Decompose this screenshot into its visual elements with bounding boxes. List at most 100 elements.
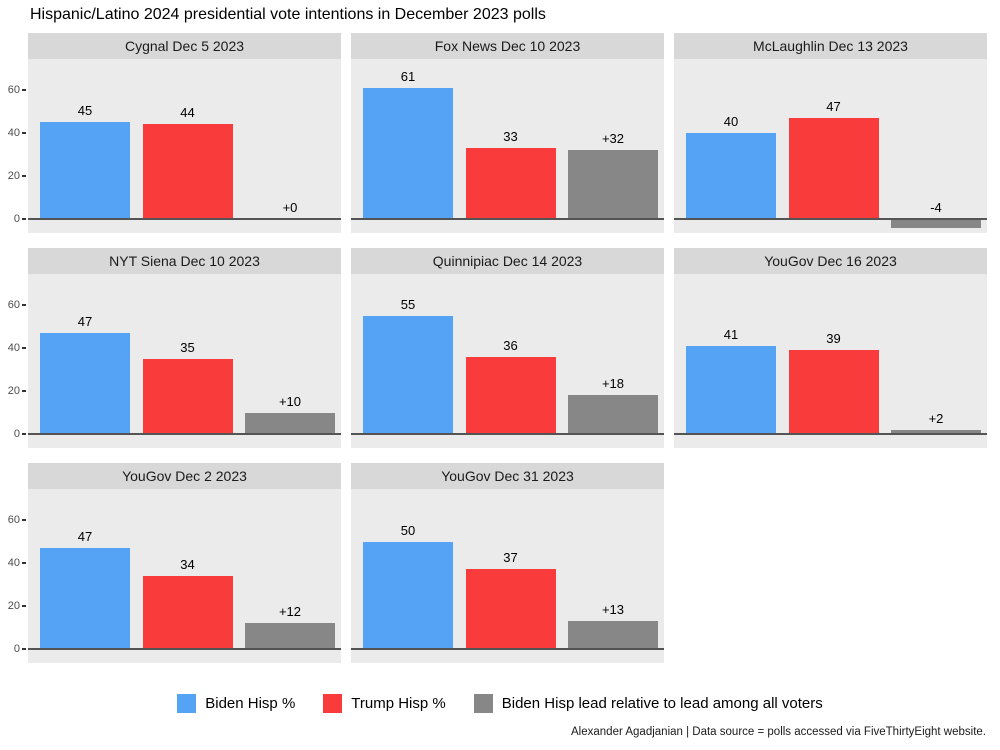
facet-grid: 0 20 40 60 Cygnal Dec 5 2023 45 44 +0 Fox News D…: [0, 33, 1000, 678]
trump-legend-swatch: [323, 693, 343, 713]
biden-bar: [40, 547, 130, 649]
biden-bar: [363, 87, 453, 219]
zero-baseline: [351, 218, 664, 220]
y-axis-tick-mark: [22, 304, 26, 306]
legend-item: Biden Hisp lead relative to lead among a…: [473, 693, 823, 713]
y-axis-tick-mark: [22, 89, 26, 91]
lead-bar: [568, 621, 658, 649]
legend-item: Trump Hisp %: [323, 693, 446, 713]
trump-bar: [142, 358, 233, 434]
facet-panel: Fox News Dec 10 2023 61 33 +32: [351, 33, 664, 233]
lead-bar: [891, 219, 981, 228]
facet-plot-area: 41 39 +2: [674, 274, 987, 448]
bar-value-label: +10: [278, 393, 302, 409]
y-axis-tick-label: 60: [7, 299, 20, 311]
biden-bar: [686, 133, 776, 219]
biden-bar: [40, 122, 130, 219]
facet-panel: McLaughlin Dec 13 2023 40 47 -4: [674, 33, 987, 233]
facet-strip-title: NYT Siena Dec 10 2023: [28, 248, 341, 274]
bar-value-label: 55: [400, 296, 416, 312]
y-axis: 0 20 40 60: [0, 33, 28, 233]
bar-value-label: 39: [826, 331, 841, 347]
facet-panel: YouGov Dec 2 2023 47 34 +12: [28, 463, 341, 663]
lead-bar: [245, 623, 335, 649]
biden-bar: [363, 541, 453, 649]
legend: Biden Hisp % Trump Hisp % Biden Hisp lead …: [0, 686, 1000, 720]
y-axis-tick-mark: [22, 519, 26, 521]
zero-baseline: [351, 433, 664, 435]
bar-value-label: 35: [180, 339, 195, 355]
zero-baseline: [28, 433, 341, 435]
y-axis-tick-mark: [22, 433, 26, 435]
y-axis: 0 20 40 60: [0, 463, 28, 663]
zero-baseline: [28, 648, 341, 650]
y-axis-tick-mark: [22, 347, 26, 349]
bar-value-label: +32: [601, 131, 625, 147]
y-axis-tick-label: 0: [13, 428, 20, 440]
y-axis-tick-mark: [22, 605, 26, 607]
legend-item: Biden Hisp %: [177, 693, 296, 713]
bar-value-label: +2: [928, 410, 944, 426]
facet-strip-title: Fox News Dec 10 2023: [351, 33, 664, 59]
trump-bar: [465, 569, 556, 649]
facet-strip-title: Quinnipiac Dec 14 2023: [351, 248, 664, 274]
lead-legend-swatch: [473, 693, 493, 713]
zero-baseline: [28, 218, 341, 220]
trump-bar: [465, 356, 556, 434]
y-axis-tick-label: 40: [7, 127, 20, 139]
facet-plot-area: 47 35 +10: [28, 274, 341, 448]
biden-bar: [363, 315, 453, 434]
bar-value-label: 37: [503, 550, 518, 566]
y-axis-tick-mark: [22, 562, 26, 564]
y-axis-tick-label: 40: [7, 342, 20, 354]
bar-value-label: 34: [180, 556, 195, 572]
lead-bar: [568, 395, 658, 434]
chart-title: Hispanic/Latino 2024 presidential vote i…: [30, 6, 546, 23]
y-axis-tick-mark: [22, 175, 26, 177]
facet-panel: Cygnal Dec 5 2023 45 44 +0: [28, 33, 341, 233]
facet-strip-title: YouGov Dec 16 2023: [674, 248, 987, 274]
facet-plot-area: 45 44 +0: [28, 59, 341, 233]
y-axis-tick-label: 20: [7, 385, 20, 397]
facet-panel: YouGov Dec 16 2023 41 39 +2: [674, 248, 987, 448]
facet-strip-title: YouGov Dec 2 2023: [28, 463, 341, 489]
legend-label: Biden Hisp %: [205, 694, 296, 712]
bar-value-label: 45: [77, 103, 93, 119]
bar-value-label: 40: [723, 114, 739, 129]
y-axis-tick-mark: [22, 132, 26, 134]
facet-row: 0 20 40 60 YouGov Dec 2 2023 47 34 +12 YouGov De…: [0, 463, 1000, 663]
bar-value-label: 33: [503, 129, 518, 145]
trump-bar: [788, 117, 879, 219]
bar-value-label: 36: [503, 337, 518, 353]
legend-label: Trump Hisp %: [351, 694, 446, 712]
facet-plot-area: 55 36 +18: [351, 274, 664, 448]
bar-value-label: 44: [180, 105, 195, 121]
caption: Alexander Agadjanian | Data source = pol…: [571, 726, 986, 738]
y-axis-tick-mark: [22, 390, 26, 392]
trump-bar: [142, 124, 233, 219]
y-axis-tick-label: 0: [13, 643, 20, 655]
facet-panel: NYT Siena Dec 10 2023 47 35 +10: [28, 248, 341, 448]
facet-panel: YouGov Dec 31 2023 50 37 +13: [351, 463, 664, 663]
bar-value-label: 61: [400, 68, 416, 84]
bar-value-label: 47: [77, 528, 93, 544]
facet-plot-area: 50 37 +13: [351, 489, 664, 663]
bar-value-label: +0: [282, 200, 298, 215]
lead-bar: [891, 429, 981, 434]
bar-value-label: -4: [930, 200, 942, 215]
lead-bar: [568, 150, 658, 219]
trump-bar: [142, 575, 233, 649]
y-axis-tick-mark: [22, 218, 26, 220]
zero-baseline: [674, 433, 987, 435]
biden-legend-swatch: [177, 693, 197, 713]
y-axis-tick-mark: [22, 648, 26, 650]
y-axis: 0 20 40 60: [0, 248, 28, 448]
facet-panel: Quinnipiac Dec 14 2023 55 36 +18: [351, 248, 664, 448]
y-axis-tick-label: 0: [13, 213, 20, 225]
y-axis-tick-label: 20: [7, 600, 20, 612]
facet-strip-title: McLaughlin Dec 13 2023: [674, 33, 987, 59]
facet-plot-area: 47 34 +12: [28, 489, 341, 663]
bar-value-label: +12: [278, 604, 302, 620]
trump-bar: [788, 350, 879, 434]
bar-value-label: 41: [723, 326, 739, 342]
